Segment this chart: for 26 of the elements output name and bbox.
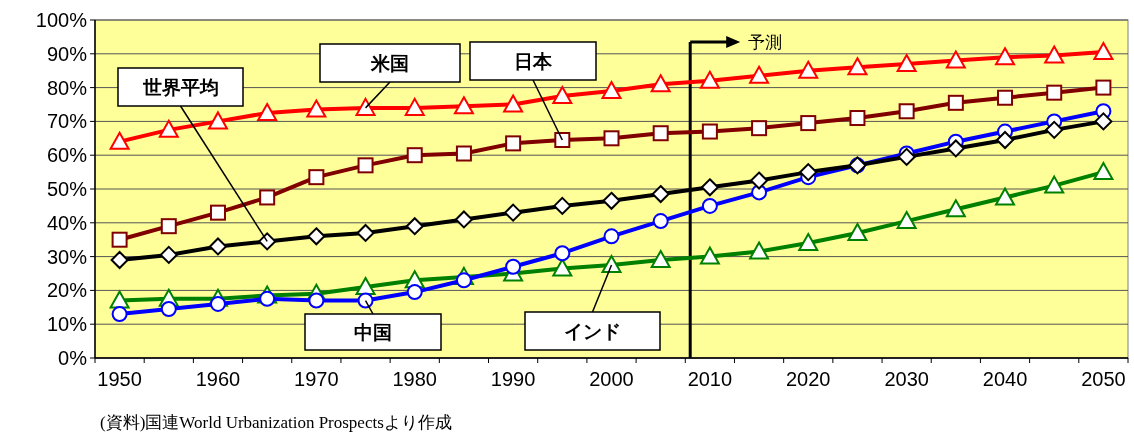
y-tick-label: 100% — [35, 9, 88, 31]
x-tick-label: 2050 — [1081, 368, 1126, 390]
y-tick-label: 20% — [46, 279, 88, 302]
y-tick-label: 30% — [46, 245, 88, 268]
y-tick-label: 90% — [46, 42, 88, 65]
y-tick-label: 70% — [46, 110, 88, 133]
series-label: 中国 — [354, 322, 392, 343]
ref-line-label: 予測 — [748, 33, 783, 52]
x-tick-label: 2040 — [982, 368, 1028, 390]
x-tick-label: 2000 — [589, 368, 634, 390]
series-label: 米国 — [370, 53, 409, 74]
y-tick-label: 50% — [46, 178, 88, 200]
y-tick-label: 40% — [46, 211, 88, 234]
y-tick-label: 60% — [46, 144, 88, 167]
x-tick-label: 1990 — [490, 368, 536, 390]
text: (資料)国連World Urbanization Prospectsより作成 — [100, 413, 452, 432]
x-tick-label: 2010 — [687, 368, 733, 390]
x-tick-label: 1970 — [294, 368, 339, 390]
x-tick-label: 1960 — [195, 368, 241, 390]
y-tick-label: 80% — [46, 76, 88, 99]
y-tick-label: 0% — [58, 347, 88, 369]
x-tick-label: 1950 — [97, 368, 142, 390]
x-tick-label: 2020 — [786, 368, 831, 390]
x-tick-label: 1980 — [392, 368, 437, 390]
y-tick-label: 10% — [46, 313, 88, 336]
x-tick-label: 2030 — [884, 368, 929, 390]
